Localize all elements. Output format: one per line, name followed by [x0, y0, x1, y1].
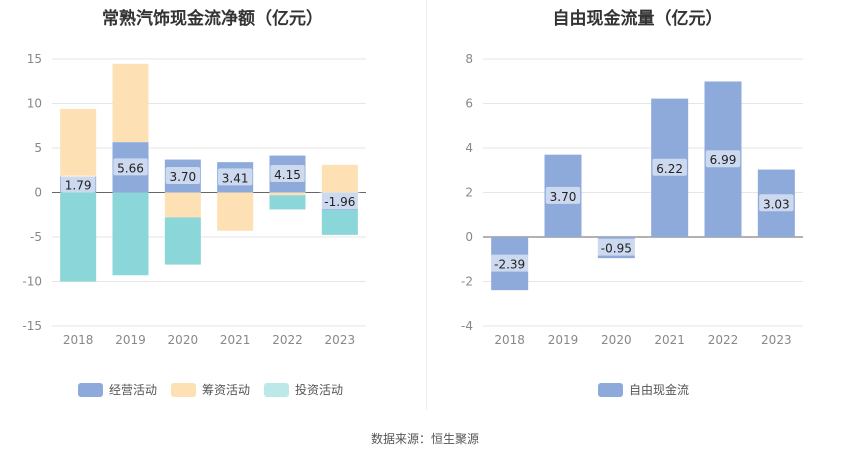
left-bar: [269, 192, 306, 196]
left-y-tick-label: -15: [22, 319, 42, 333]
left-bar: [164, 217, 201, 265]
legend-label-free-cash-flow: 自由现金流: [629, 383, 690, 397]
left-value-label: 1.79: [65, 179, 92, 193]
legend-item-free-cash-flow[interactable]: 自由现金流: [598, 381, 689, 398]
right-legend: 自由现金流: [598, 381, 689, 398]
left-bar: [112, 192, 149, 276]
right-value-label-bg: [595, 238, 638, 256]
right-value-label-bg: [545, 186, 581, 204]
right-value-label-bg: [488, 254, 531, 272]
right-value-label-bg: [705, 150, 741, 168]
right-x-tick-label: 2018: [494, 333, 525, 347]
legend-label-investing: 投资活动: [295, 383, 344, 397]
left-y-tick-label: 10: [27, 97, 42, 111]
left-value-label: 5.66: [117, 161, 144, 175]
left-value-label-bg: [318, 192, 361, 210]
left-bar: [60, 192, 97, 282]
left-y-tick-label: 0: [34, 186, 42, 200]
right-x-tick-label: 2023: [761, 333, 792, 347]
right-y-tick-label: -4: [461, 319, 473, 333]
left-bar: [321, 164, 358, 193]
legend-swatch-operating: [78, 382, 103, 397]
left-chart-title: 常熟汽饰现金流净额（亿元）: [102, 9, 323, 29]
right-value-label: 3.03: [763, 197, 790, 211]
left-value-label: 3.41: [222, 171, 249, 185]
right-y-tick-label: 2: [465, 186, 473, 200]
left-value-label-bg: [165, 167, 201, 185]
right-value-label-bg: [759, 194, 794, 212]
right-y-tick-label: 6: [465, 97, 473, 111]
legend-swatch-financing: [171, 382, 197, 397]
right-y-tick-label: -2: [461, 275, 473, 289]
left-x-tick-label: 2021: [220, 333, 251, 347]
left-bar: [164, 192, 201, 218]
left-bar: [269, 195, 306, 210]
left-legend: 经营活动 筹资活动 投资活动: [78, 381, 343, 398]
left-y-tick-label: 5: [34, 141, 42, 155]
right-y-tick-label: 8: [465, 52, 473, 66]
right-value-label: 3.70: [550, 190, 577, 204]
legend-swatch-free-cash-flow: [598, 382, 623, 397]
legend-item-financing[interactable]: 筹资活动: [171, 381, 250, 398]
right-value-label: 6.99: [710, 153, 737, 167]
legend-swatch-investing: [264, 382, 290, 397]
right-value-label-bg: [652, 158, 687, 176]
free-cash-flow-chart: -4 -2 0 2 4 6 8 2018 2019 2020 2021 2022 2023 -2.39 3.…: [461, 52, 803, 347]
left-value-label-bg: [217, 168, 253, 186]
legend-label-operating: 经营活动: [109, 383, 158, 397]
left-value-label: 3.70: [169, 170, 196, 184]
data-source-note: 数据来源：恒生聚源: [370, 432, 479, 446]
cash-flow-net-chart: -15 -10 -5 0 5 10 15 2018 2019 2020 2021 2022 2023 1.…: [22, 52, 366, 347]
left-value-label: 4.15: [274, 168, 301, 182]
left-bar: [112, 63, 149, 143]
left-y-tick-label: -10: [22, 275, 42, 289]
left-bar: [321, 209, 358, 235]
left-value-label: -1.96: [324, 195, 355, 209]
right-x-tick-label: 2020: [601, 333, 632, 347]
left-x-tick-label: 2023: [325, 333, 356, 347]
right-chart-title: 自由现金流量（亿元）: [552, 9, 723, 29]
legend-item-investing[interactable]: 投资活动: [264, 381, 343, 398]
right-value-label: 6.22: [656, 162, 683, 176]
left-bar: [217, 192, 254, 231]
left-x-tick-label: 2022: [272, 333, 303, 347]
left-value-label-bg: [60, 175, 96, 193]
right-y-tick-label: 0: [465, 230, 473, 244]
left-value-label-bg: [270, 165, 305, 183]
left-x-tick-label: 2020: [168, 333, 199, 347]
left-value-label-bg: [113, 158, 148, 176]
right-value-label: -0.95: [601, 242, 632, 256]
right-y-tick-label: 4: [465, 141, 473, 155]
left-y-tick-label: -5: [30, 230, 42, 244]
legend-label-financing: 筹资活动: [202, 383, 251, 397]
left-x-tick-label: 2019: [115, 333, 146, 347]
legend-item-operating[interactable]: 经营活动: [78, 381, 157, 398]
right-x-tick-label: 2021: [654, 333, 685, 347]
right-value-label: -2.39: [494, 258, 525, 272]
left-x-tick-label: 2018: [63, 333, 94, 347]
right-x-tick-label: 2019: [548, 333, 579, 347]
left-y-tick-label: 15: [27, 52, 42, 66]
panel-divider: [426, 0, 427, 410]
right-x-tick-label: 2022: [708, 333, 739, 347]
left-bar: [60, 108, 97, 177]
